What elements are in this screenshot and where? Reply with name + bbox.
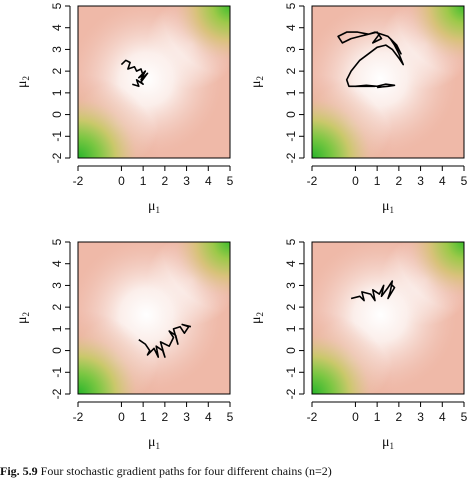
x-tick-label: 4 <box>205 174 212 188</box>
y-tick-label: -1 <box>284 131 298 142</box>
y-tick-label: 3 <box>284 46 298 53</box>
x-tick-label: -2 <box>73 174 84 188</box>
y-axis-label: μ2 <box>15 312 31 324</box>
density-surface <box>312 6 464 158</box>
x-tick-label: 1 <box>140 410 147 424</box>
chain-path-1 <box>120 59 149 88</box>
y-tick-label: 5 <box>284 2 298 9</box>
y-axis-label: μ2 <box>249 312 265 324</box>
x-tick-label: 0 <box>352 174 359 188</box>
y-tick-label: 0 <box>284 347 298 354</box>
y-tick-label: 2 <box>284 303 298 310</box>
x-tick-label: 2 <box>396 410 403 424</box>
x-tick-label: 4 <box>439 174 446 188</box>
density-surface <box>312 242 464 394</box>
x-tick-label: 4 <box>205 410 212 424</box>
y-tick-label: 4 <box>50 260 64 267</box>
y-tick-label: -2 <box>50 152 64 163</box>
y-tick-label: -2 <box>284 152 298 163</box>
x-tick-label: -2 <box>73 410 84 424</box>
x-tick-label: 2 <box>162 174 169 188</box>
x-tick-label: 2 <box>162 410 169 424</box>
x-tick-label: 5 <box>461 410 468 424</box>
x-tick-label: 3 <box>417 410 424 424</box>
x-tick-label: 1 <box>374 410 381 424</box>
x-tick-label: 5 <box>227 174 234 188</box>
y-tick-label: 0 <box>50 347 64 354</box>
chain-path-1 <box>138 323 192 358</box>
plot-frame <box>311 5 465 159</box>
y-tick-label: -1 <box>50 131 64 142</box>
x-axis-label: μ1 <box>382 435 394 451</box>
y-tick-label: 3 <box>284 282 298 289</box>
density-surface <box>78 6 230 158</box>
y-tick-label: 2 <box>50 303 64 310</box>
x-tick-label: -2 <box>307 410 318 424</box>
y-tick-label: 5 <box>50 238 64 245</box>
y-tick-label: -1 <box>284 367 298 378</box>
caption-label: Fig. 5.9 <box>0 464 38 478</box>
x-tick-label: 5 <box>227 410 234 424</box>
y-tick-label: 0 <box>284 111 298 118</box>
y-tick-label: 0 <box>50 111 64 118</box>
chain-path-1 <box>337 31 404 88</box>
x-axis-label: μ1 <box>148 199 160 215</box>
plot-frame <box>77 241 231 395</box>
y-axis-label: μ2 <box>15 76 31 88</box>
y-axis-label: μ2 <box>249 76 265 88</box>
chain-path-1 <box>350 280 396 302</box>
y-tick-label: 2 <box>50 67 64 74</box>
y-tick-label: 3 <box>50 282 64 289</box>
y-tick-label: 2 <box>284 67 298 74</box>
y-tick-label: -2 <box>284 388 298 399</box>
x-tick-label: 4 <box>439 410 446 424</box>
y-tick-label: 4 <box>284 24 298 31</box>
y-tick-label: -2 <box>50 388 64 399</box>
x-tick-label: 5 <box>461 174 468 188</box>
x-tick-label: -2 <box>307 174 318 188</box>
chain-path-2 <box>355 83 396 89</box>
plot-frame <box>311 241 465 395</box>
x-tick-label: 1 <box>140 174 147 188</box>
x-axis-label: μ1 <box>148 435 160 451</box>
x-tick-label: 3 <box>183 410 190 424</box>
x-tick-label: 3 <box>183 174 190 188</box>
y-tick-label: 1 <box>50 325 64 332</box>
y-tick-label: 1 <box>284 89 298 96</box>
x-tick-label: 0 <box>352 410 359 424</box>
x-tick-label: 0 <box>118 410 125 424</box>
y-tick-label: -1 <box>50 367 64 378</box>
x-axis-label: μ1 <box>382 199 394 215</box>
x-tick-label: 2 <box>396 174 403 188</box>
density-surface <box>78 242 230 394</box>
caption-text: Four stochastic gradient paths for four … <box>40 464 332 478</box>
y-tick-label: 3 <box>50 46 64 53</box>
y-tick-label: 1 <box>284 325 298 332</box>
y-tick-label: 5 <box>284 238 298 245</box>
y-tick-label: 4 <box>284 260 298 267</box>
y-tick-label: 1 <box>50 89 64 96</box>
y-tick-label: 5 <box>50 2 64 9</box>
x-tick-label: 0 <box>118 174 125 188</box>
x-tick-label: 1 <box>374 174 381 188</box>
plot-frame <box>77 5 231 159</box>
figure-caption: Fig. 5.9 Four stochastic gradient paths … <box>0 464 474 479</box>
y-tick-label: 4 <box>50 24 64 31</box>
x-tick-label: 3 <box>417 174 424 188</box>
